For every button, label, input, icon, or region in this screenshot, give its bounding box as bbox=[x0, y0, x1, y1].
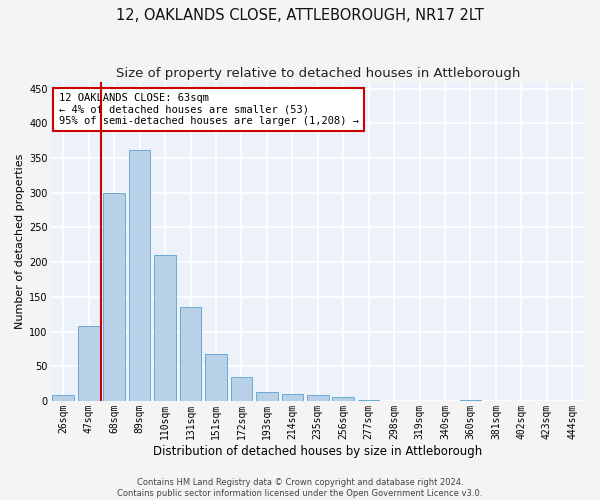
Text: 12 OAKLANDS CLOSE: 63sqm
← 4% of detached houses are smaller (53)
95% of semi-de: 12 OAKLANDS CLOSE: 63sqm ← 4% of detache… bbox=[59, 93, 359, 126]
X-axis label: Distribution of detached houses by size in Attleborough: Distribution of detached houses by size … bbox=[153, 444, 482, 458]
Text: Contains HM Land Registry data © Crown copyright and database right 2024.
Contai: Contains HM Land Registry data © Crown c… bbox=[118, 478, 482, 498]
Text: 12, OAKLANDS CLOSE, ATTLEBOROUGH, NR17 2LT: 12, OAKLANDS CLOSE, ATTLEBOROUGH, NR17 2… bbox=[116, 8, 484, 22]
Title: Size of property relative to detached houses in Attleborough: Size of property relative to detached ho… bbox=[116, 68, 520, 80]
Bar bbox=[78, 326, 100, 401]
Bar bbox=[52, 396, 74, 401]
Bar bbox=[103, 192, 125, 401]
Bar bbox=[129, 150, 151, 401]
Bar bbox=[205, 354, 227, 401]
Bar bbox=[332, 398, 354, 401]
Bar bbox=[180, 307, 202, 401]
Bar bbox=[358, 400, 379, 401]
Bar bbox=[460, 400, 481, 401]
Bar bbox=[230, 376, 252, 401]
Y-axis label: Number of detached properties: Number of detached properties bbox=[15, 154, 25, 329]
Bar bbox=[307, 396, 329, 401]
Bar bbox=[154, 255, 176, 401]
Bar bbox=[281, 394, 303, 401]
Bar bbox=[256, 392, 278, 401]
